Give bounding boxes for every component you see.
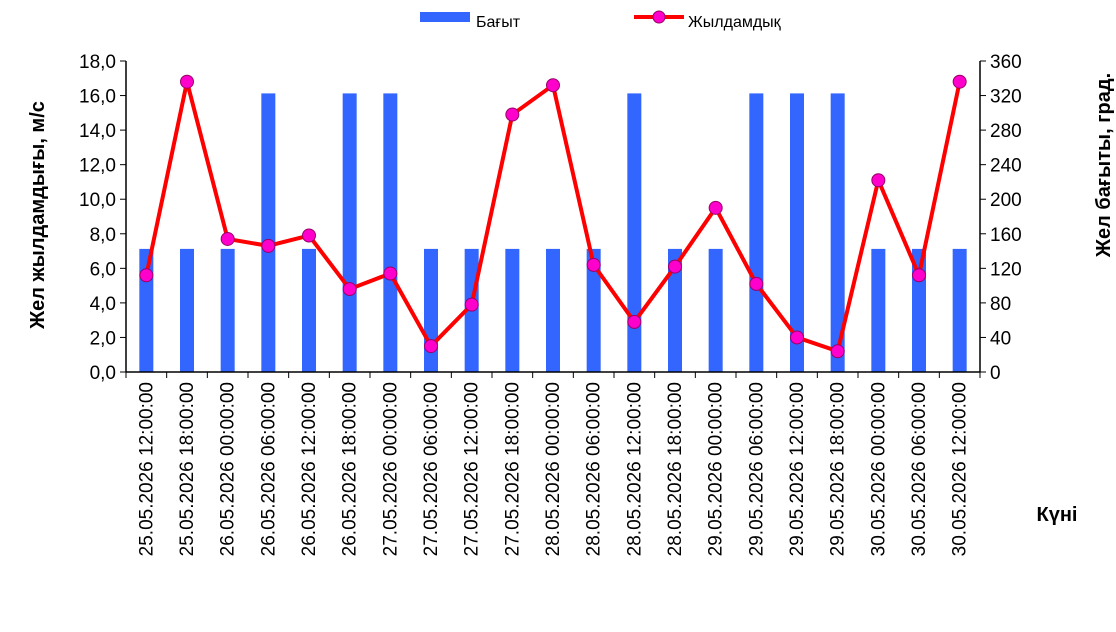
right-axis-ticks: 0 40 80 120 160 200 240 280 320 360 (980, 52, 1022, 384)
speed-point (546, 78, 560, 93)
y2-tick-label: 280 (990, 121, 1022, 142)
y2-tick-label: 240 (990, 156, 1022, 177)
y-tick-label: 10,0 (79, 190, 116, 211)
direction-bar (871, 248, 886, 372)
speed-point (708, 200, 723, 215)
speed-point (505, 107, 520, 122)
speed-point (952, 74, 967, 89)
direction-bar (505, 248, 520, 372)
x-tick-label: 28.05.2026 12:00:00 (624, 382, 645, 556)
y2-tick-label: 120 (990, 259, 1022, 280)
direction-bar (749, 93, 764, 372)
speed-point (220, 231, 235, 246)
speed-point (139, 268, 154, 283)
y2-tick-label: 200 (990, 190, 1022, 211)
y2-tick-label: 160 (990, 225, 1022, 246)
direction-bar (261, 93, 276, 372)
y2-axis-title: Жел бағыты, град. (1093, 73, 1115, 258)
direction-bar (708, 248, 723, 372)
y-tick-label: 4,0 (90, 294, 116, 315)
direction-bar (586, 248, 601, 372)
speed-point (342, 282, 357, 297)
y-tick-label: 0,0 (90, 363, 116, 384)
x-tick-label: 29.05.2026 06:00:00 (746, 382, 767, 556)
legend: Бағыт Жылдамдық (420, 10, 782, 31)
speed-point (627, 314, 642, 329)
direction-bar (302, 248, 316, 372)
speed-point (830, 344, 845, 359)
x-tick-label: 28.05.2026 00:00:00 (543, 382, 564, 556)
x-tick-label: 26.05.2026 06:00:00 (258, 382, 279, 556)
speed-point (424, 339, 438, 354)
speed-point (871, 173, 886, 188)
x-tick-label: 27.05.2026 06:00:00 (421, 382, 442, 556)
speed-point (790, 330, 804, 345)
x-tick-label: 27.05.2026 00:00:00 (380, 382, 401, 556)
speed-line-layer (139, 74, 967, 359)
legend-swatch-speed-marker (652, 10, 666, 24)
x-tick-label: 30.05.2026 06:00:00 (909, 382, 930, 556)
x-tick-label: 26.05.2026 00:00:00 (218, 382, 239, 556)
y-tick-label: 6,0 (90, 259, 116, 280)
y-tick-label: 14,0 (79, 121, 116, 142)
y-tick-label: 18,0 (79, 52, 116, 73)
y-tick-label: 8,0 (90, 225, 116, 246)
legend-label-direction: Бағыт (476, 14, 521, 31)
x-tick-label: 28.05.2026 06:00:00 (584, 382, 605, 556)
x-tick-label: 29.05.2026 00:00:00 (706, 382, 727, 556)
x-tick-label: 30.05.2026 00:00:00 (868, 382, 889, 556)
x-tick-label: 28.05.2026 18:00:00 (665, 382, 686, 556)
axes (125, 61, 981, 373)
direction-bar (546, 248, 560, 372)
x-tick-label: 29.05.2026 12:00:00 (787, 382, 808, 556)
y-tick-label: 12,0 (79, 156, 116, 177)
speed-point (464, 297, 479, 312)
speed-point (668, 259, 682, 274)
direction-bar (627, 93, 642, 372)
speed-point (261, 238, 276, 253)
y2-tick-label: 40 (990, 328, 1011, 349)
speed-point (180, 74, 194, 89)
direction-bar (383, 93, 398, 372)
x-axis-ticks: 25.05.2026 12:00:00 25.05.2026 18:00:00 26… (125, 372, 981, 556)
left-axis-ticks: 0,0 2,0 4,0 6,0 8,0 10,0 12,0 14,0 16,0 18,0 (79, 52, 126, 384)
x-tick-label: 30.05.2026 12:00:00 (950, 382, 971, 556)
direction-bar (952, 248, 967, 372)
speed-point (586, 257, 601, 272)
speed-point (749, 276, 764, 291)
y-tick-label: 2,0 (90, 328, 116, 349)
y2-tick-label: 320 (990, 87, 1022, 108)
x-tick-label: 26.05.2026 18:00:00 (340, 382, 361, 556)
direction-bar (180, 248, 194, 372)
x-tick-label: 27.05.2026 18:00:00 (502, 382, 523, 556)
speed-point (302, 228, 316, 243)
legend-swatch-direction (420, 12, 470, 22)
y-axis-title: Жел жылдамдығы, м/с (27, 101, 49, 330)
speed-point (383, 266, 398, 281)
direction-bar (424, 248, 438, 372)
direction-bar (790, 93, 804, 372)
x-tick-label: 26.05.2026 12:00:00 (299, 382, 320, 556)
y2-tick-label: 80 (990, 294, 1011, 315)
direction-bar (830, 93, 845, 372)
direction-bar (342, 93, 357, 372)
y-tick-label: 16,0 (79, 87, 116, 108)
direction-bar (668, 248, 682, 372)
x-tick-label: 29.05.2026 18:00:00 (828, 382, 849, 556)
speed-point (912, 268, 926, 283)
y2-tick-label: 0 (990, 363, 1001, 384)
y2-tick-label: 360 (990, 52, 1022, 73)
x-tick-label: 27.05.2026 12:00:00 (462, 382, 483, 556)
x-axis-title: Күні (1037, 504, 1078, 526)
legend-label-speed: Жылдамдық (688, 14, 782, 31)
x-tick-label: 25.05.2026 12:00:00 (136, 382, 157, 556)
direction-bar (220, 248, 235, 372)
x-tick-label: 25.05.2026 18:00:00 (177, 382, 198, 556)
